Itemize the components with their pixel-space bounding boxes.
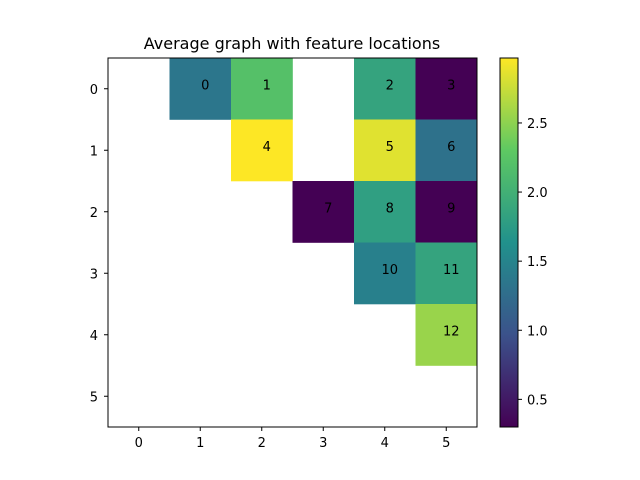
heatmap-cell bbox=[415, 304, 478, 366]
cell-label: 2 bbox=[386, 78, 394, 93]
x-tick-label: 0 bbox=[135, 436, 143, 451]
heatmap-cell bbox=[231, 58, 293, 120]
plot-frame bbox=[107, 57, 478, 428]
x-tick-label: 1 bbox=[196, 436, 204, 451]
heatmap-cell bbox=[354, 181, 416, 243]
heatmap-cell bbox=[354, 119, 416, 182]
x-tick-label: 2 bbox=[258, 436, 266, 451]
cell-label: 1 bbox=[263, 78, 271, 93]
colorbar-tick-label: 0.5 bbox=[527, 393, 548, 408]
y-tick-label: 3 bbox=[90, 267, 98, 282]
cell-label: 6 bbox=[447, 140, 455, 155]
cell-label: 5 bbox=[386, 140, 394, 155]
heatmap-cell bbox=[169, 58, 232, 120]
heatmap-cell bbox=[292, 181, 355, 243]
colorbar-tick-label: 2.5 bbox=[527, 117, 548, 132]
cell-label: 4 bbox=[263, 140, 271, 155]
heatmap-cell bbox=[415, 119, 478, 182]
heatmap-cell bbox=[415, 58, 478, 120]
heatmap-cell bbox=[415, 242, 478, 305]
cell-label: 12 bbox=[443, 324, 460, 339]
heatmap-cell bbox=[354, 242, 416, 305]
heatmap-cell bbox=[231, 119, 293, 182]
x-tick-label: 4 bbox=[381, 436, 389, 451]
cell-label: 10 bbox=[381, 263, 398, 278]
colorbar-tick-label: 2.0 bbox=[527, 186, 548, 201]
x-tick-label: 3 bbox=[319, 436, 327, 451]
chart-title: Average graph with feature locations bbox=[144, 34, 440, 53]
colorbar-tick-label: 1.5 bbox=[527, 255, 548, 270]
y-tick-label: 1 bbox=[90, 144, 98, 159]
y-tick-label: 4 bbox=[90, 329, 98, 344]
colorbar-axis: 0.5 1.0 1.5 2.0 2.5 bbox=[518, 117, 548, 408]
colorbar-tick-label: 1.0 bbox=[527, 324, 548, 339]
y-tick-label: 0 bbox=[90, 83, 98, 98]
cell-label: 8 bbox=[386, 201, 394, 216]
y-axis: 0 1 2 3 4 5 bbox=[90, 83, 108, 405]
x-tick-label: 5 bbox=[442, 436, 450, 451]
cell-label: 11 bbox=[443, 263, 460, 278]
cell-label: 7 bbox=[324, 201, 332, 216]
cell-label: 3 bbox=[447, 78, 455, 93]
y-tick-label: 2 bbox=[90, 206, 98, 221]
cell-label: 9 bbox=[447, 201, 455, 216]
x-axis: 0 1 2 3 4 5 bbox=[135, 427, 450, 451]
colorbar bbox=[499, 57, 519, 428]
y-tick-label: 5 bbox=[90, 390, 98, 405]
cell-label: 0 bbox=[201, 78, 209, 93]
heatmap-cell bbox=[415, 181, 478, 243]
heatmap-cell bbox=[354, 58, 416, 120]
